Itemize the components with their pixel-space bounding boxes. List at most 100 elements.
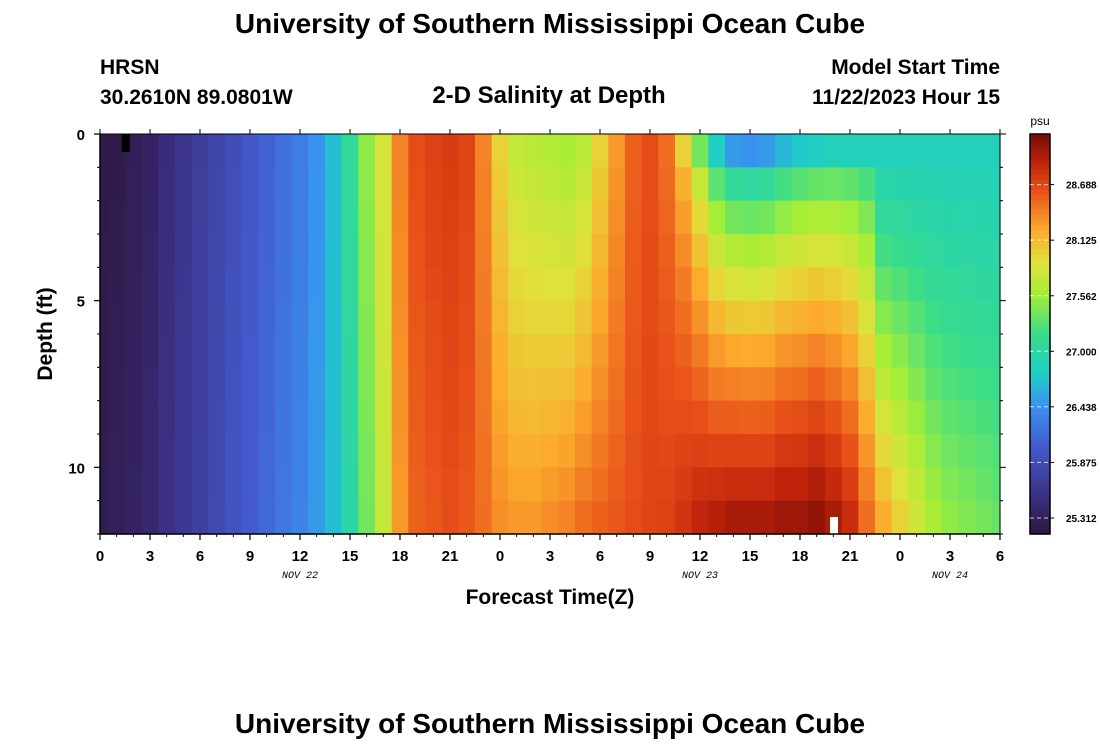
heatmap-cell	[308, 234, 326, 268]
heatmap-cell	[741, 234, 759, 268]
heatmap-cell	[175, 267, 193, 302]
heatmap-cell	[141, 267, 159, 302]
heatmap-cell	[475, 300, 493, 335]
heatmap-cell	[858, 400, 876, 435]
heatmap-cell	[408, 400, 426, 435]
heatmap-cell	[791, 367, 809, 402]
colorbar-segment	[1030, 434, 1050, 440]
heatmap-cell	[808, 434, 826, 468]
heatmap-cell	[791, 434, 809, 468]
heatmap-cell	[491, 234, 509, 268]
x-tick-label: 15	[742, 548, 759, 565]
heatmap-cell	[991, 500, 1001, 535]
heatmap-cell	[391, 434, 409, 468]
heatmap-cell	[141, 234, 159, 268]
colorbar-segment	[1030, 384, 1050, 390]
heatmap-cell	[641, 367, 659, 402]
heatmap-cell	[691, 500, 709, 535]
heatmap-cell	[291, 334, 309, 368]
heatmap-cell	[675, 134, 693, 168]
heatmap-cell	[725, 367, 743, 402]
colorbar-segment	[1030, 299, 1050, 305]
colorbar-segment	[1030, 479, 1050, 485]
heatmap-cell	[158, 434, 176, 468]
heatmap-cell	[108, 367, 126, 402]
heatmap-cell	[891, 367, 909, 402]
colorbar-segment	[1030, 319, 1050, 325]
heatmap-cell	[125, 467, 143, 502]
heatmap-cell	[275, 400, 293, 435]
colorbar-segment	[1030, 424, 1050, 430]
heatmap-cell	[100, 434, 109, 468]
heatmap-cell	[325, 467, 343, 502]
colorbar-segment	[1030, 499, 1050, 505]
heatmap-cell	[425, 367, 443, 402]
colorbar-segment	[1030, 214, 1050, 220]
heatmap-cell	[425, 300, 443, 335]
heatmap-cell	[791, 167, 809, 202]
heatmap-cell	[891, 300, 909, 335]
heatmap-cell	[691, 167, 709, 202]
colorbar-segment	[1030, 484, 1050, 490]
heatmap-cell	[675, 367, 693, 402]
heatmap-cell	[375, 500, 393, 535]
heatmap-cell	[241, 234, 259, 268]
heatmap-cell	[458, 367, 476, 402]
colorbar-segment	[1030, 429, 1050, 435]
colorbar-segment	[1030, 169, 1050, 175]
colorbar-segment	[1030, 284, 1050, 290]
heatmap-cell	[541, 400, 559, 435]
heatmap-cell	[558, 367, 576, 402]
heatmap-cell	[541, 467, 559, 502]
colorbar-segment	[1030, 354, 1050, 360]
heatmap-cell	[608, 134, 626, 168]
heatmap-cell	[758, 134, 776, 168]
heatmap-cell	[191, 200, 209, 235]
heatmap-cell	[925, 400, 943, 435]
heatmap-cell	[691, 434, 709, 468]
heatmap-cell	[475, 234, 493, 268]
heatmap-cell	[791, 400, 809, 435]
heatmap-cell	[258, 467, 276, 502]
heatmap-cell	[241, 167, 259, 202]
heatmap-cell	[991, 300, 1001, 335]
heatmap-cell	[875, 300, 893, 335]
heatmap-cell	[100, 234, 109, 268]
heatmap-cell	[725, 334, 743, 368]
heatmap-cell	[858, 434, 876, 468]
heatmap-cell	[675, 467, 693, 502]
colorbar-segment	[1030, 449, 1050, 455]
colorbar-segment	[1030, 264, 1050, 270]
heatmap-cell	[991, 334, 1001, 368]
heatmap-cell	[775, 467, 793, 502]
heatmap-cell	[408, 234, 426, 268]
heatmap-cell	[975, 500, 993, 535]
heatmap-cell	[158, 300, 176, 335]
heatmap-cell	[741, 400, 759, 435]
heatmap-cell	[258, 200, 276, 235]
heatmap-cell	[991, 200, 1001, 235]
heatmap-cell	[591, 267, 609, 302]
heatmap-cell	[291, 467, 309, 502]
heatmap-cell	[658, 500, 676, 535]
heatmap-cell	[758, 234, 776, 268]
heatmap-cell	[458, 500, 476, 535]
heatmap-cell	[291, 234, 309, 268]
heatmap-cell	[991, 234, 1001, 268]
heatmap-cell	[991, 400, 1001, 435]
heatmap-cell	[791, 334, 809, 368]
heatmap-cell	[175, 367, 193, 402]
heatmap-cell	[558, 134, 576, 168]
colorbar-tick-label: 28.125	[1066, 236, 1097, 247]
heatmap-cell	[508, 267, 526, 302]
heatmap-cell	[125, 234, 143, 268]
heatmap-cell	[708, 334, 726, 368]
heatmap-cell	[225, 167, 243, 202]
heatmap-cell	[100, 267, 109, 302]
heatmap-cell	[425, 334, 443, 368]
footer-title: University of Southern Mississippi Ocean…	[234, 708, 866, 739]
colorbar-segment	[1030, 164, 1050, 170]
heatmap-cell	[691, 400, 709, 435]
heatmap-cell	[925, 500, 943, 535]
heatmap-cell	[391, 167, 409, 202]
